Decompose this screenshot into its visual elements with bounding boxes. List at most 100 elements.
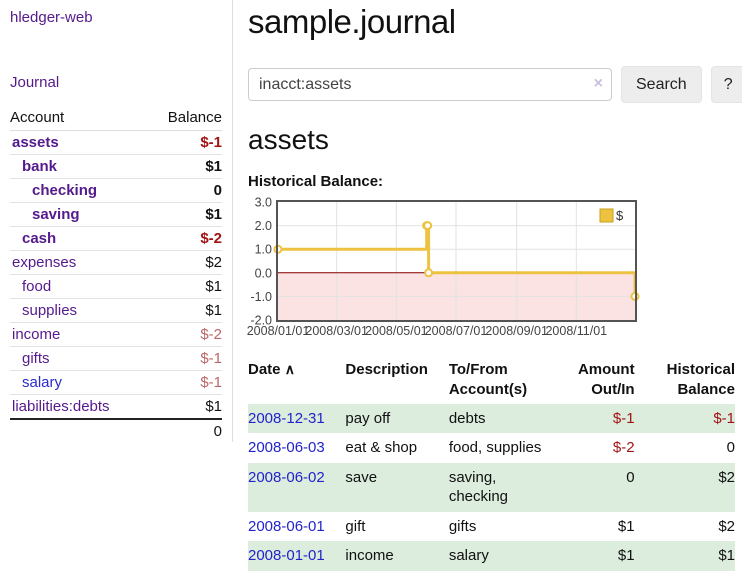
sort-ascending-icon: ∧ (284, 361, 295, 377)
legend-label: $ (616, 208, 624, 223)
transaction-date-cell: 2008-12-31 (248, 403, 346, 434)
accounts-column-header: To/From Account(s) (448, 361, 528, 398)
transaction-accounts-cell: saving, checking (448, 462, 558, 512)
search-input[interactable] (248, 68, 612, 101)
account-link-supplies[interactable]: supplies (22, 302, 78, 319)
transaction-amount-cell: $1 (557, 541, 645, 571)
y-axis-tick-label: -1.0 (250, 290, 272, 304)
transaction-row: 2008-01-01 income salary $1 $1 (248, 541, 735, 571)
transaction-description-cell: save (345, 462, 449, 512)
account-link-bank[interactable]: bank (22, 158, 58, 175)
transaction-date-cell: 2008-06-02 (248, 462, 346, 512)
transaction-balance-cell: $2 (644, 462, 735, 512)
legend-swatch (599, 208, 614, 223)
description-column-header: Description (345, 361, 428, 378)
main-content: sample.journal × Search ? assets Histori… (247, 0, 742, 571)
account-link-saving[interactable]: saving (32, 206, 80, 223)
account-row: saving $1 (10, 202, 222, 227)
date-column-header[interactable]: Date ∧ (248, 361, 295, 378)
transaction-date-cell: 2008-06-01 (248, 512, 345, 542)
account-balance-value: 0 (147, 178, 222, 203)
transaction-date-link[interactable]: 2008-01-01 (248, 547, 325, 565)
account-row: liabilities:debts $1 (10, 394, 222, 420)
y-axis-tick-label: 0.0 (255, 266, 272, 280)
y-axis-tick-label: -2.0 (250, 314, 272, 328)
historical-balance-chart: 3.0 2.0 1.0 0.0 -1.0 -2.02008/01/012008/03/01… (247, 196, 640, 338)
transaction-amount-cell: $-1 (557, 403, 645, 434)
account-link-income[interactable]: income (12, 326, 61, 343)
x-axis-tick-label: 2008/09/01 (485, 324, 548, 338)
account-balance-value: $-1 (147, 130, 222, 155)
account-link-gifts[interactable]: gifts (22, 350, 50, 367)
chart-heading: Historical Balance: (248, 173, 384, 190)
account-total-row: 0 (10, 418, 222, 443)
account-cell: checking (10, 178, 148, 203)
nav-journal-link[interactable]: Journal (10, 74, 60, 91)
transaction-date-link[interactable]: 2008-12-31 (248, 409, 325, 427)
search-form: × Search ? (248, 66, 742, 103)
account-balance-value: $1 (147, 202, 222, 227)
account-cell: cash (10, 226, 148, 251)
account-balance-value: $1 (147, 298, 222, 323)
account-row: supplies $1 (10, 298, 222, 323)
account-link-checking[interactable]: checking (32, 182, 98, 199)
account-link-cash[interactable]: cash (22, 230, 57, 247)
transaction-accounts-cell: gifts (448, 517, 477, 535)
account-balance-table: Account Balance assets $-1 bank $1 checking 0… (10, 107, 222, 443)
transaction-description-cell: eat & shop (345, 439, 418, 457)
y-axis-tick-label: 2.0 (255, 219, 272, 233)
transaction-date-link[interactable]: 2008-06-02 (248, 468, 325, 486)
account-rows: assets $-1 bank $1 checking 0 saving $1 cash $-2 e… (10, 130, 222, 420)
account-cell: supplies (10, 298, 148, 323)
account-row: gifts $-1 (10, 346, 222, 371)
transaction-row: 2008-06-03 eat & shop food, supplies $-2 0 (248, 433, 735, 463)
register-rows: 2008-12-31 pay off debts $-1 $-1 2008-06-03 ea… (248, 403, 735, 571)
app-title-link[interactable]: hledger-web (10, 9, 93, 26)
transaction-description-cell: gift (345, 517, 366, 535)
account-row: assets $-1 (10, 130, 222, 155)
account-balance-value: $2 (147, 250, 222, 275)
x-axis-tick-label: 2008/05/01 (365, 324, 428, 338)
x-axis-tick-label: 2008/11/01 (545, 324, 607, 338)
register-table: Date ∧ Description To/From Account(s) Am… (248, 358, 735, 571)
account-table-header: Account Balance (10, 107, 222, 131)
account-cell: income (10, 322, 148, 347)
transaction-date-cell: 2008-06-03 (248, 433, 345, 463)
account-link-expenses[interactable]: expenses (12, 254, 77, 271)
account-cell: expenses (10, 250, 148, 275)
x-axis-tick-label: 2008/07/01 (425, 324, 488, 338)
help-button[interactable]: ? (710, 66, 742, 103)
account-total-spacer (10, 418, 148, 443)
account-balance-value: $1 (147, 394, 222, 420)
account-cell: assets (10, 130, 148, 155)
account-link-assets[interactable]: assets (12, 134, 59, 151)
account-balance-value: $1 (147, 154, 222, 179)
transaction-amount-cell: 0 (557, 462, 645, 512)
account-link-salary[interactable]: salary (22, 374, 63, 391)
account-row: expenses $2 (10, 250, 222, 275)
page-title: sample.journal (248, 3, 456, 40)
account-row: food $1 (10, 274, 222, 299)
transaction-accounts-cell: debts (448, 403, 558, 434)
clear-search-icon[interactable]: × (593, 75, 603, 92)
transaction-description-cell: pay off (345, 403, 449, 434)
x-axis-tick-label: 2008/01/01 (247, 324, 310, 338)
transaction-balance-cell: $2 (718, 517, 735, 535)
transaction-description-cell: income (345, 541, 449, 571)
data-point-marker (424, 268, 434, 278)
account-row: salary $-1 (10, 370, 222, 395)
transaction-date-link[interactable]: 2008-06-01 (248, 517, 325, 535)
y-axis-tick-label: 3.0 (255, 196, 272, 210)
balance-column-header: Balance (147, 107, 222, 131)
transaction-accounts-cell: food, supplies (448, 439, 542, 457)
account-cell: gifts (10, 346, 148, 371)
account-link-food[interactable]: food (22, 278, 52, 295)
account-cell: food (10, 274, 148, 299)
transaction-accounts-cell: salary (448, 541, 558, 571)
search-button[interactable]: Search (621, 66, 702, 103)
plot-border (276, 200, 637, 322)
transaction-date-cell: 2008-01-01 (248, 541, 346, 571)
account-link-liabilities-debts[interactable]: liabilities:debts (12, 398, 110, 415)
balance-column-header-register: Historical Balance (666, 361, 735, 398)
transaction-date-link[interactable]: 2008-06-03 (248, 439, 325, 457)
